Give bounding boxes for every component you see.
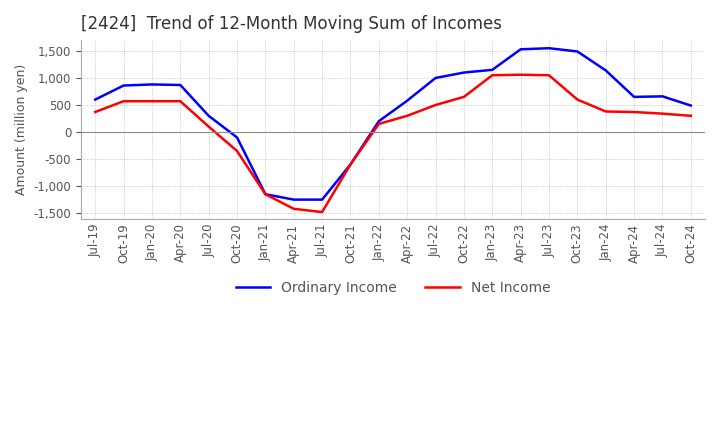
Line: Net Income: Net Income xyxy=(95,75,690,212)
Net Income xyxy=(204,124,213,129)
Net Income xyxy=(289,206,298,212)
Net Income xyxy=(573,97,582,102)
Net Income xyxy=(346,162,355,167)
Y-axis label: Amount (million yen): Amount (million yen) xyxy=(15,64,28,195)
Ordinary Income xyxy=(91,97,99,102)
Ordinary Income xyxy=(630,94,639,99)
Ordinary Income xyxy=(403,98,412,103)
Net Income xyxy=(403,113,412,118)
Text: [2424]  Trend of 12-Month Moving Sum of Incomes: [2424] Trend of 12-Month Moving Sum of I… xyxy=(81,15,502,33)
Ordinary Income xyxy=(176,82,184,88)
Ordinary Income xyxy=(601,68,610,73)
Ordinary Income xyxy=(573,49,582,54)
Ordinary Income xyxy=(516,47,525,52)
Ordinary Income xyxy=(120,83,128,88)
Net Income xyxy=(120,99,128,104)
Net Income xyxy=(318,209,326,215)
Net Income xyxy=(261,191,270,197)
Net Income xyxy=(488,73,497,78)
Ordinary Income xyxy=(431,75,440,81)
Net Income xyxy=(176,99,184,104)
Ordinary Income xyxy=(658,94,667,99)
Net Income xyxy=(459,94,468,99)
Ordinary Income xyxy=(488,67,497,73)
Net Income xyxy=(148,99,156,104)
Net Income xyxy=(91,110,99,115)
Ordinary Income xyxy=(545,46,554,51)
Line: Ordinary Income: Ordinary Income xyxy=(95,48,690,200)
Ordinary Income xyxy=(459,70,468,75)
Net Income xyxy=(630,110,639,115)
Net Income xyxy=(516,72,525,77)
Ordinary Income xyxy=(148,82,156,87)
Ordinary Income xyxy=(289,197,298,202)
Net Income xyxy=(233,148,241,154)
Net Income xyxy=(601,109,610,114)
Net Income xyxy=(686,113,695,118)
Net Income xyxy=(545,73,554,78)
Ordinary Income xyxy=(261,191,270,197)
Ordinary Income xyxy=(318,197,326,202)
Ordinary Income xyxy=(204,113,213,118)
Net Income xyxy=(374,121,383,127)
Legend: Ordinary Income, Net Income: Ordinary Income, Net Income xyxy=(230,276,556,301)
Net Income xyxy=(658,111,667,116)
Ordinary Income xyxy=(233,135,241,140)
Ordinary Income xyxy=(374,118,383,124)
Ordinary Income xyxy=(686,103,695,108)
Net Income xyxy=(431,103,440,108)
Ordinary Income xyxy=(346,162,355,167)
